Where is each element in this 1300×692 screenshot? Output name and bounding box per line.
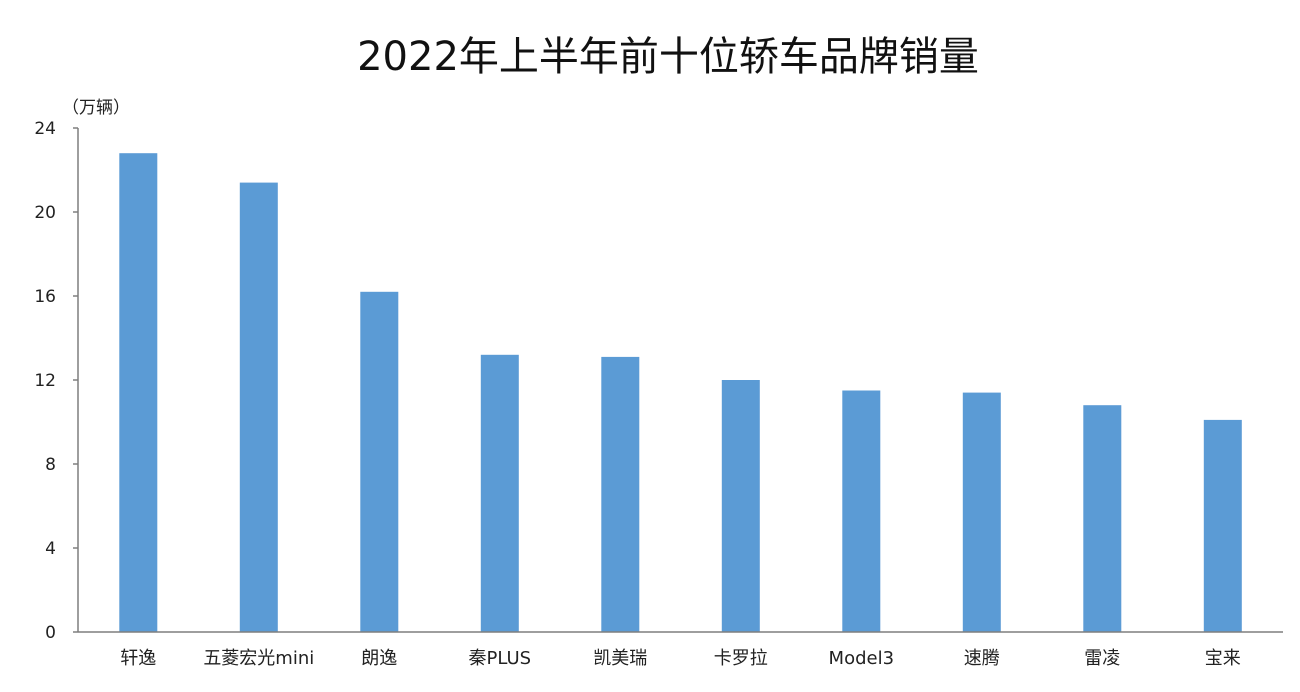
bar	[1083, 405, 1122, 632]
y-tick-label: 20	[34, 203, 56, 223]
x-category-label: 秦PLUS	[469, 648, 532, 669]
x-category-label: 卡罗拉	[714, 648, 768, 669]
y-tick-label: 16	[34, 287, 56, 307]
bar	[480, 354, 519, 632]
bar	[1203, 419, 1242, 632]
x-category-label: 雷凌	[1084, 648, 1120, 669]
y-axis-unit-label: （万辆）	[62, 98, 130, 118]
x-category-label: 五菱宏光mini	[203, 648, 314, 669]
x-category-label: 速腾	[964, 648, 1000, 669]
y-tick-label: 4	[45, 539, 56, 559]
bar	[842, 390, 881, 632]
y-tick-label: 8	[45, 455, 56, 475]
bar	[721, 380, 760, 632]
bar	[962, 392, 1001, 632]
bar	[601, 356, 640, 632]
y-tick-label: 24	[34, 119, 56, 139]
bar	[239, 182, 278, 632]
bar-series	[119, 153, 1242, 632]
x-category-label: 宝来	[1205, 648, 1241, 669]
bar	[119, 153, 158, 632]
x-category-label: 轩逸	[120, 648, 156, 669]
x-category-label: 朗逸	[361, 648, 397, 669]
y-tick-label: 0	[45, 623, 56, 643]
chart-title: 2022年上半年前十位轿车品牌销量	[357, 34, 979, 80]
x-category-label: 凯美瑞	[593, 648, 647, 669]
x-category-label: Model3	[829, 648, 895, 669]
y-axis-ticks: 0 4 8 12 16 20 24	[34, 119, 78, 643]
y-tick-label: 12	[34, 371, 56, 391]
bar	[360, 291, 399, 632]
x-axis-labels: 轩逸 五菱宏光mini 朗逸 秦PLUS 凯美瑞 卡罗拉 Model3 速腾 雷凌 宝来	[120, 648, 1241, 669]
